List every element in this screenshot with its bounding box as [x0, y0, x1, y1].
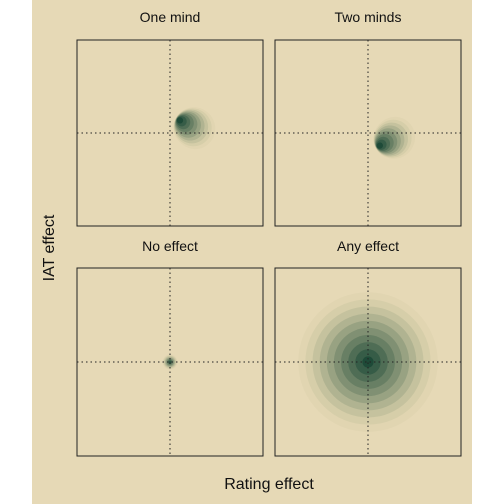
- panel-background: [275, 40, 461, 226]
- panel-title: Two minds: [335, 9, 402, 25]
- panel-frame: [274, 39, 462, 227]
- panel-title: One mind: [140, 9, 201, 25]
- panel-background: [77, 40, 263, 226]
- plot-canvas: One mind Two minds No effect Any effect Rati…: [32, 0, 472, 504]
- density-contour: [169, 361, 171, 363]
- density-contour: [176, 117, 184, 124]
- density-contour: [362, 356, 374, 368]
- density-layer: [373, 116, 416, 159]
- panel-title: No effect: [142, 238, 198, 254]
- panel-2: Two minds: [274, 9, 462, 227]
- panel-frame: [76, 267, 264, 457]
- x-axis-label: Rating effect: [224, 476, 314, 493]
- panel-3: No effect: [76, 238, 264, 457]
- density-contour: [376, 142, 383, 149]
- panel-frame: [76, 39, 264, 227]
- figure: One mind Two minds No effect Any effect Rati…: [32, 0, 472, 504]
- density-layer: [298, 292, 438, 432]
- density-layer: [162, 354, 178, 370]
- panel-1: One mind: [76, 9, 264, 227]
- y-axis-label: IAT effect: [41, 214, 58, 281]
- density-layer: [173, 107, 216, 150]
- panel-4: Any effect: [274, 238, 462, 457]
- panel-title: Any effect: [337, 238, 399, 254]
- panel-frame: [274, 267, 462, 457]
